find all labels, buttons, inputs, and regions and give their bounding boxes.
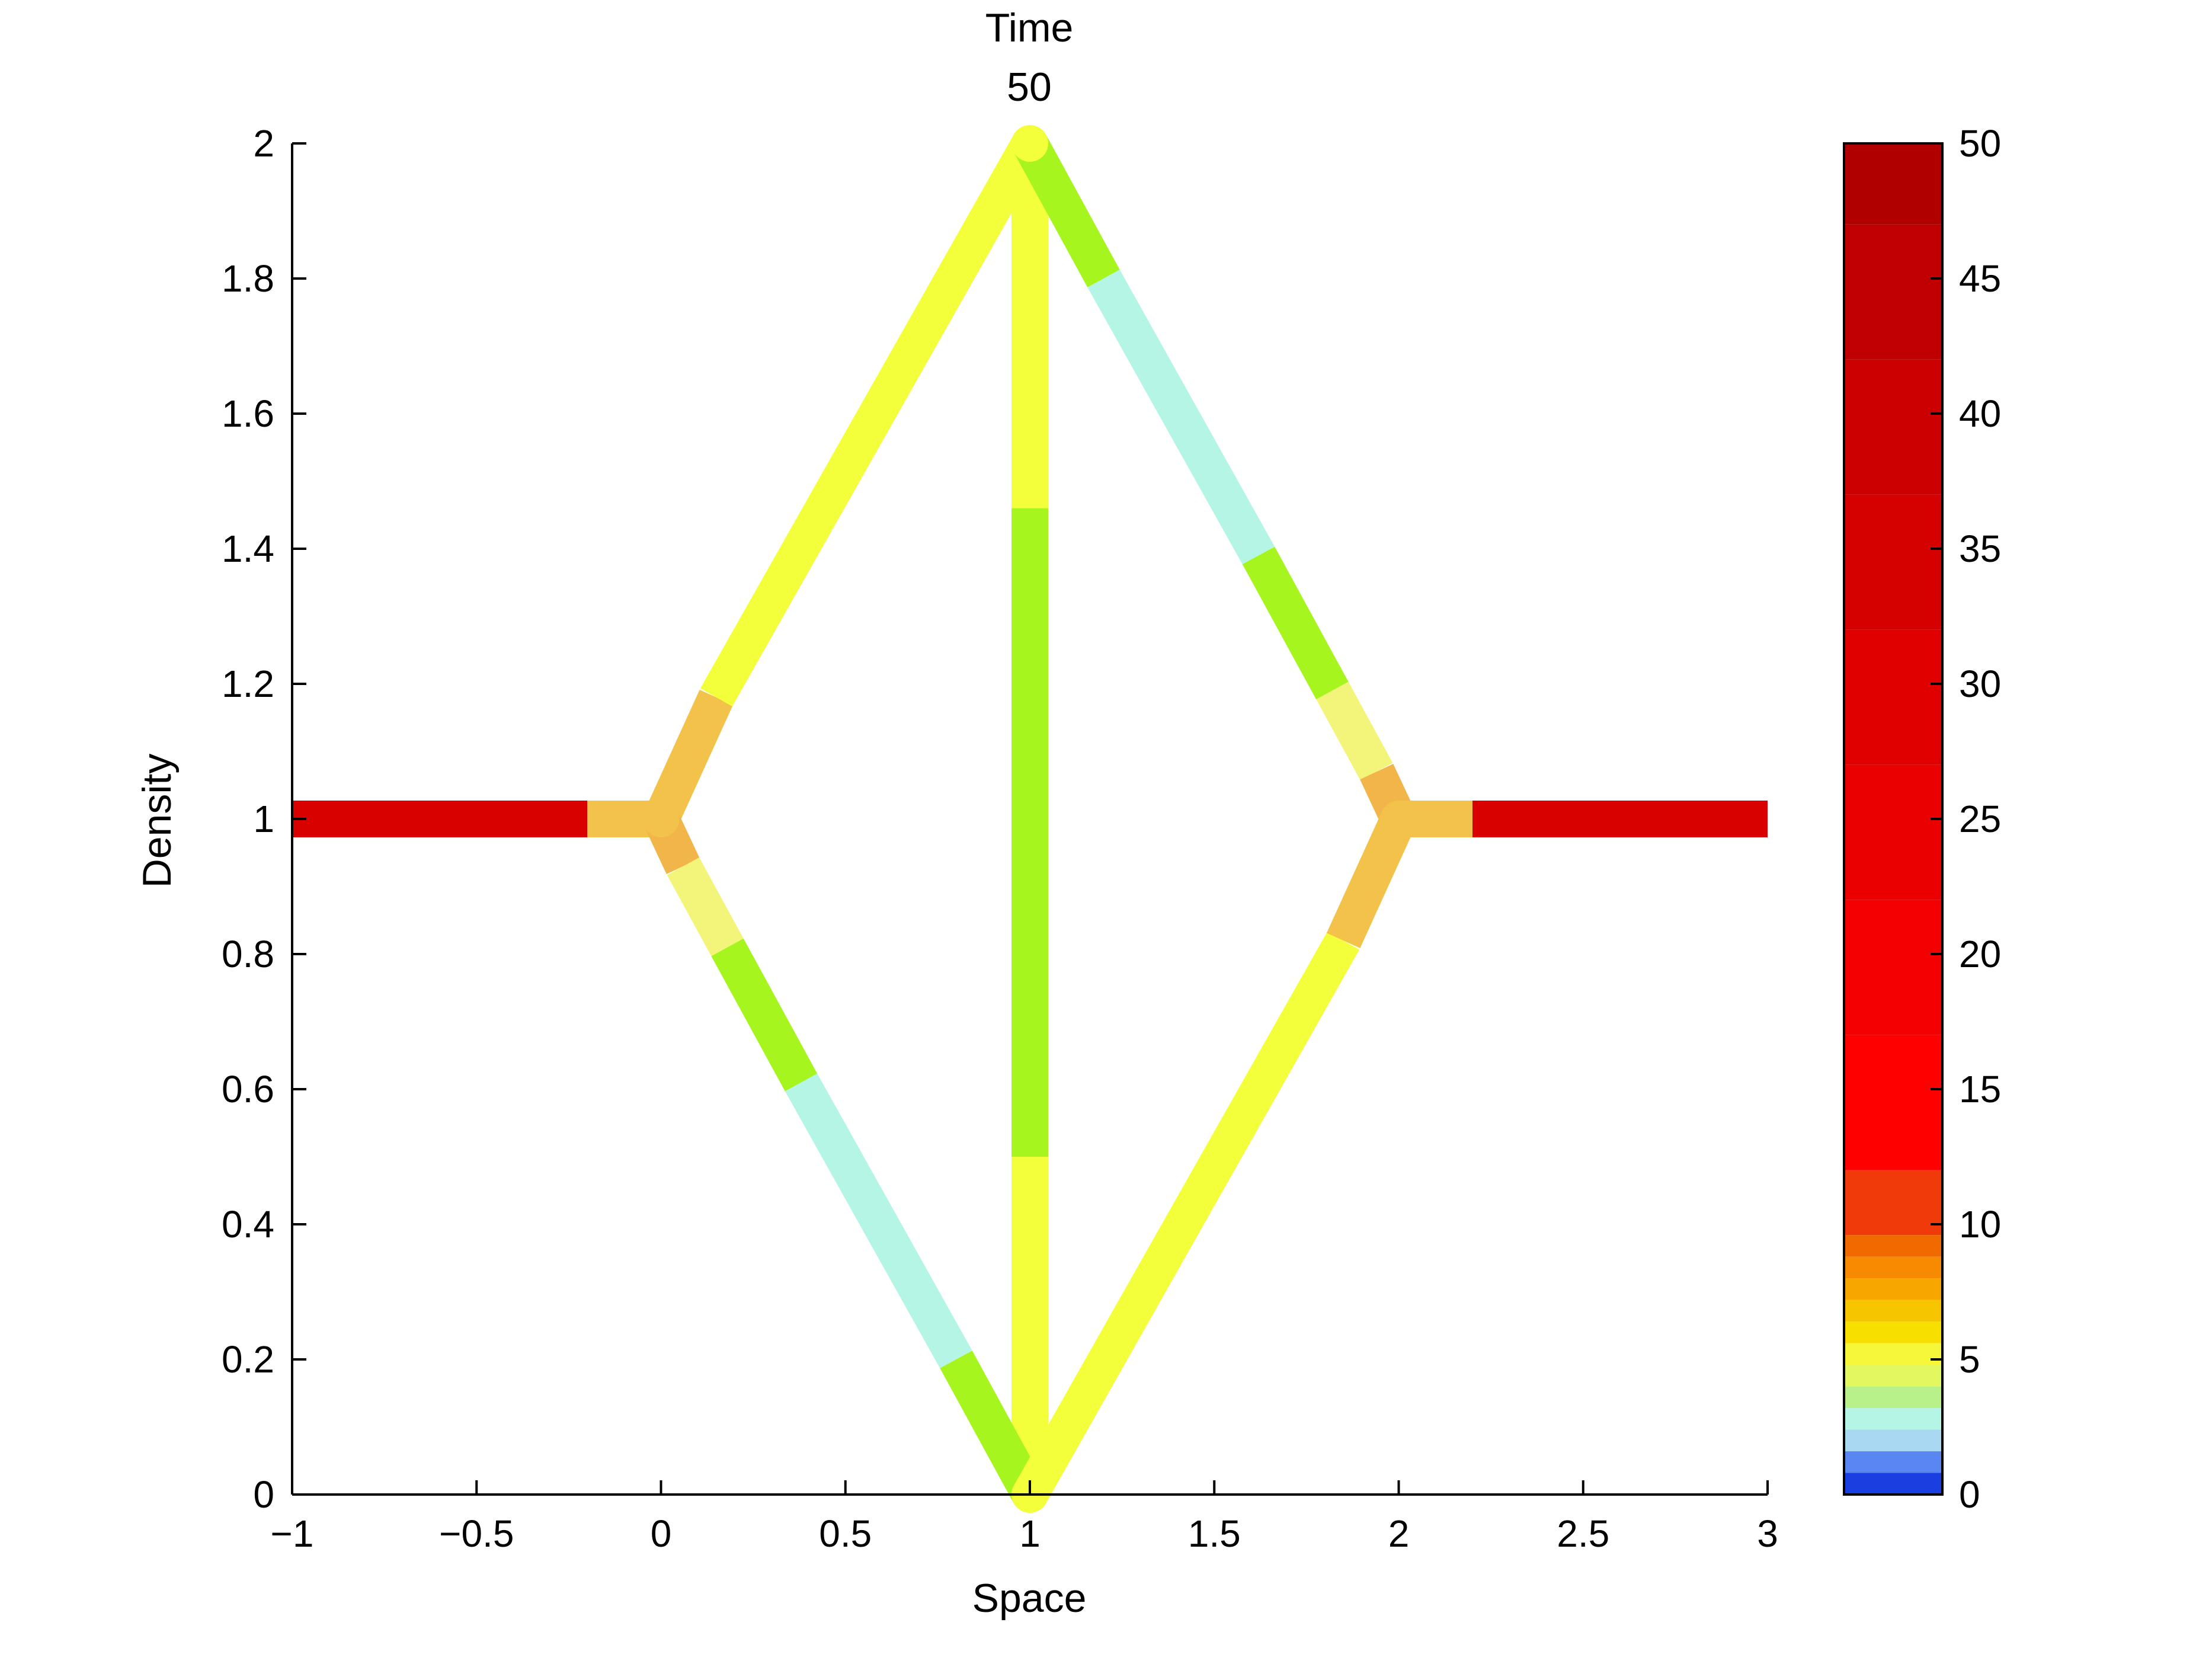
y-tick-label: 1 bbox=[253, 798, 274, 840]
density-segment-3 bbox=[644, 689, 734, 827]
colorbar-tick-label: 30 bbox=[1959, 663, 2001, 705]
x-tick-label: −0.5 bbox=[439, 1512, 514, 1555]
colorbar-band bbox=[1844, 1321, 1942, 1343]
y-tick-label: 1.2 bbox=[222, 663, 274, 705]
colorbar: 0 5 10 15 20 25 30 35 40 45 50 bbox=[1843, 122, 2001, 1516]
junction-node-2 bbox=[1380, 801, 1417, 837]
colorbar-tick-label: 10 bbox=[1959, 1203, 2001, 1246]
x-tick-label: 1.5 bbox=[1188, 1512, 1241, 1555]
colorbar-band bbox=[1844, 359, 1942, 495]
colorbar-band bbox=[1844, 1451, 1942, 1473]
colorbar-tick-label: 25 bbox=[1959, 798, 2001, 840]
colorbar-bands bbox=[1844, 143, 1942, 1495]
colorbar-band bbox=[1844, 1429, 1942, 1452]
y-tick-label: 0.8 bbox=[222, 933, 274, 975]
colorbar-band bbox=[1844, 1300, 1942, 1322]
colorbar-tick-label: 20 bbox=[1959, 933, 2001, 975]
chart-title-line-1: Time bbox=[985, 5, 1074, 50]
x-axis-label: Space bbox=[972, 1576, 1087, 1621]
density-segment-14 bbox=[1087, 269, 1275, 565]
x-tick-label: 2.5 bbox=[1557, 1512, 1609, 1555]
colorbar-band bbox=[1844, 1278, 1942, 1300]
colorbar-band bbox=[1844, 1386, 1942, 1409]
x-tick-label: 2 bbox=[1388, 1512, 1410, 1555]
colorbar-band bbox=[1844, 1170, 1942, 1236]
colorbar-tick-label: 5 bbox=[1959, 1338, 1980, 1381]
colorbar-band bbox=[1844, 143, 1942, 225]
colorbar-band bbox=[1844, 1473, 1942, 1495]
colorbar-band bbox=[1844, 1256, 1942, 1279]
colorbar-tick-label: 45 bbox=[1959, 257, 2001, 300]
x-tick-label: 0.5 bbox=[819, 1512, 872, 1555]
colorbar-band bbox=[1844, 900, 1942, 1035]
colorbar-band bbox=[1844, 629, 1942, 765]
density-segment-15 bbox=[1242, 546, 1349, 700]
chart-title-line-2: 50 bbox=[1007, 65, 1052, 110]
y-axis-label: Density bbox=[135, 754, 180, 888]
plot-area bbox=[292, 125, 1768, 1513]
density-segment-12 bbox=[940, 1351, 1046, 1503]
colorbar-tick-label: 15 bbox=[1959, 1068, 2001, 1111]
colorbar-band bbox=[1844, 1235, 1942, 1257]
density-segment-4 bbox=[700, 134, 1046, 707]
x-axis-ticks: −1 −0.5 0 0.5 1 1.5 2 2.5 3 bbox=[271, 1480, 1778, 1555]
y-axis-ticks: 0 0.2 0.4 0.6 0.8 1 1.2 1.4 1.6 1.8 2 bbox=[222, 122, 306, 1516]
y-tick-label: 0.6 bbox=[222, 1068, 274, 1111]
density-segment-10 bbox=[711, 938, 818, 1092]
x-tick-label: 1 bbox=[1019, 1512, 1041, 1555]
x-tick-label: 0 bbox=[651, 1512, 672, 1555]
colorbar-band bbox=[1844, 764, 1942, 900]
x-tick-label: −1 bbox=[271, 1512, 314, 1555]
y-tick-label: 0.4 bbox=[222, 1203, 274, 1246]
x-tick-label: 3 bbox=[1757, 1512, 1778, 1555]
colorbar-ticks: 0 5 10 15 20 25 30 35 40 45 50 bbox=[1931, 122, 2001, 1516]
colorbar-band bbox=[1844, 1408, 1942, 1430]
colorbar-tick-label: 35 bbox=[1959, 527, 2001, 570]
y-tick-label: 1.6 bbox=[222, 392, 274, 435]
y-tick-label: 0.2 bbox=[222, 1338, 274, 1381]
y-tick-label: 0 bbox=[253, 1473, 274, 1516]
colorbar-band bbox=[1844, 224, 1942, 360]
junction-node-3 bbox=[1011, 125, 1048, 162]
colorbar-band bbox=[1844, 1365, 1942, 1387]
colorbar-tick-label: 40 bbox=[1959, 392, 2001, 435]
colorbar-band bbox=[1844, 1343, 1942, 1365]
density-segment-13 bbox=[1013, 135, 1120, 287]
junction-node-1 bbox=[642, 801, 680, 837]
colorbar-tick-label: 50 bbox=[1959, 122, 2001, 165]
colorbar-band bbox=[1844, 1035, 1942, 1170]
density-segment-18 bbox=[1014, 931, 1360, 1504]
colorbar-tick-label: 0 bbox=[1959, 1473, 1980, 1516]
colorbar-band bbox=[1844, 494, 1942, 630]
y-tick-label: 2 bbox=[253, 122, 274, 165]
density-segment-11 bbox=[785, 1073, 972, 1369]
density-segment-16 bbox=[1316, 681, 1393, 781]
y-tick-label: 1.8 bbox=[222, 257, 274, 300]
y-tick-label: 1.4 bbox=[222, 527, 274, 570]
density-segment-19 bbox=[1326, 811, 1416, 949]
density-segment-9 bbox=[667, 857, 744, 956]
